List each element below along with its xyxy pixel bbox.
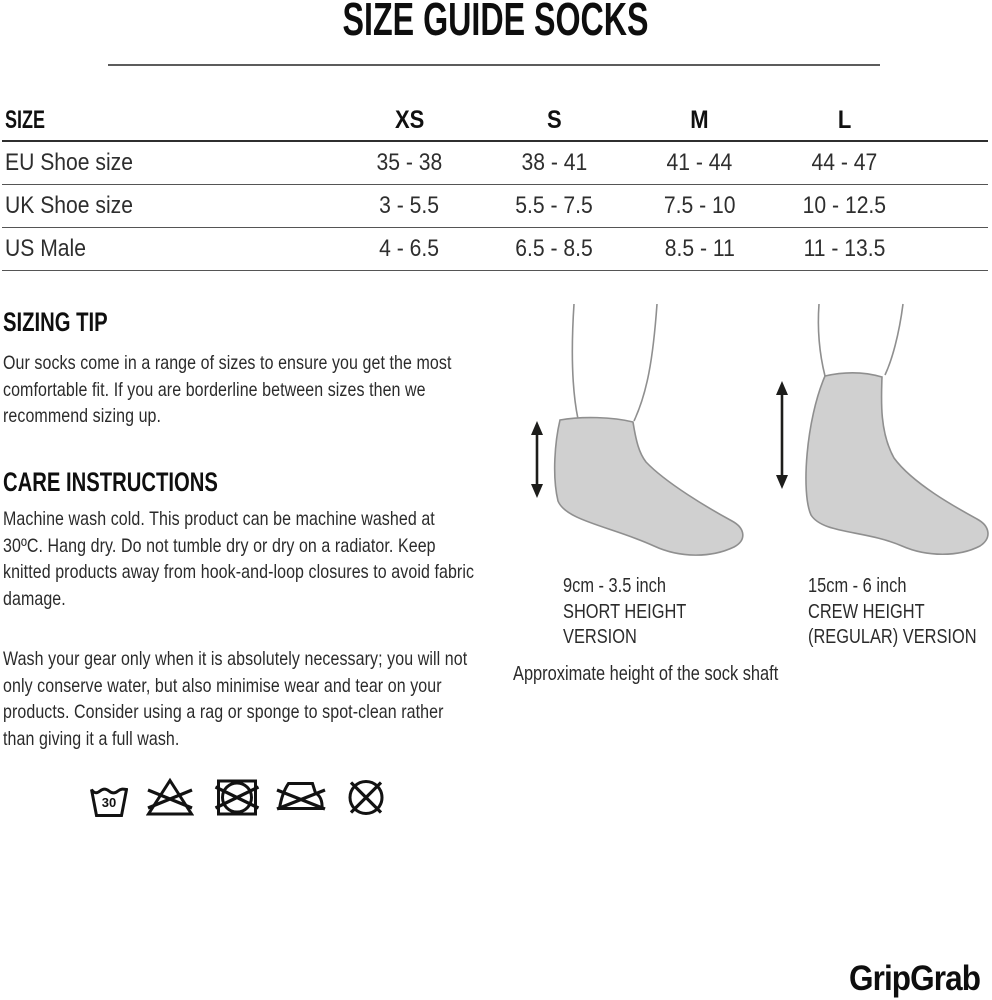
table-cell: 35 - 38 [376, 149, 443, 176]
row-label: UK Shoe size [5, 192, 133, 219]
care-paragraph-1: Machine wash cold. This product can be m… [3, 508, 475, 610]
table-cell: 10 - 12.5 [802, 192, 887, 219]
column-header-size: SIZE [5, 106, 46, 134]
table-cell: 5.5 - 7.5 [515, 192, 594, 219]
care-paragraph-2: Wash your gear only when it is absolutel… [3, 648, 468, 750]
table-cell: 38 - 41 [521, 149, 588, 176]
height-arrow-icon [531, 421, 543, 498]
column-header-xs: XS [394, 106, 425, 134]
svg-text:30: 30 [102, 795, 116, 810]
column-header-l: L [837, 106, 852, 134]
table-cell: 41 - 44 [666, 149, 733, 176]
sizing-tip-body-wrap: Our socks come in a range of sizes to en… [3, 350, 583, 430]
size-table: SIZE XS S M L EU Shoe size 35 - 38 38 - … [2, 100, 988, 271]
short-sock-illustration [531, 303, 744, 556]
crew-sock-illustration [776, 303, 989, 556]
do-not-iron-icon [276, 782, 326, 811]
care-instructions-heading: CARE INSTRUCTIONS [3, 467, 218, 497]
sock-shaft-note: Approximate height of the sock shaft [513, 663, 779, 685]
table-row-us: US Male 4 - 6.5 6.5 - 8.5 8.5 - 11 11 - … [2, 228, 988, 271]
do-not-tumble-dry-icon [214, 779, 260, 816]
table-cell: 44 - 47 [811, 149, 878, 176]
row-label: US Male [5, 235, 86, 262]
height-arrow-icon [776, 381, 788, 489]
care-paragraph-2-wrap: Wash your gear only when it is absolutel… [3, 646, 583, 752]
column-header-m: M [690, 106, 709, 134]
gripgrab-logo: GripGrab [849, 959, 981, 998]
size-table-header-row: SIZE XS S M L [2, 100, 988, 142]
table-cell: 11 - 13.5 [803, 235, 886, 262]
table-cell: 3 - 5.5 [379, 192, 440, 219]
title-divider [108, 64, 880, 66]
table-row-uk: UK Shoe size 3 - 5.5 5.5 - 7.5 7.5 - 10 … [2, 185, 988, 228]
page-title-text: SIZE GUIDE SOCKS [343, 0, 649, 45]
page-title: SIZE GUIDE SOCKS [0, 0, 992, 42]
do-not-bleach-icon [146, 777, 194, 816]
machine-wash-30-icon: 30 [90, 787, 128, 817]
table-cell: 4 - 6.5 [379, 235, 440, 262]
short-sock-shape [553, 416, 744, 556]
table-cell: 6.5 - 8.5 [515, 235, 594, 262]
sizing-tip-heading: SIZING TIP [3, 307, 108, 337]
crew-sock-caption: 15cm - 6 inch CREW HEIGHT (REGULAR) VERS… [808, 575, 977, 648]
crew-sock-shape [805, 371, 989, 556]
care-paragraph-1-wrap: Machine wash cold. This product can be m… [3, 506, 583, 612]
sizing-tip-body: Our socks come in a range of sizes to en… [3, 352, 452, 428]
table-cell: 7.5 - 10 [663, 192, 736, 219]
short-sock-caption: 9cm - 3.5 inch SHORT HEIGHT VERSION [563, 575, 687, 648]
row-label: EU Shoe size [5, 149, 133, 176]
table-row-eu: EU Shoe size 35 - 38 38 - 41 41 - 44 44 … [2, 142, 988, 185]
table-cell: 8.5 - 11 [664, 235, 735, 262]
do-not-dry-clean-icon [348, 780, 384, 815]
column-header-s: S [547, 106, 562, 134]
